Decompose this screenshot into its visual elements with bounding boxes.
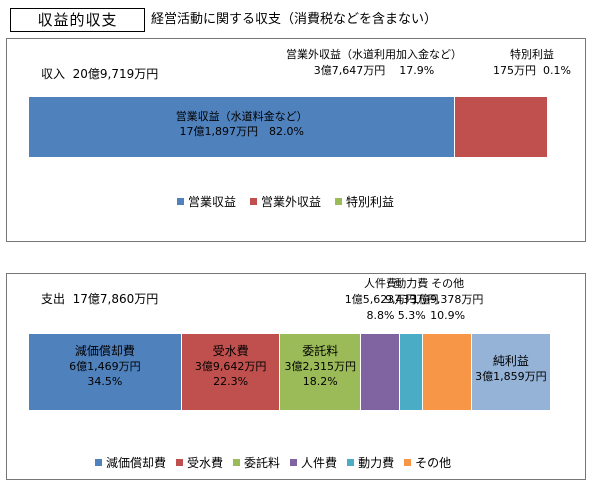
legend-swatch-icon <box>250 198 258 205</box>
expense-legend-item: 受水費 <box>176 454 223 471</box>
income-label-nonoperating-name: 営業外収益（水道利用加入金など） <box>286 48 462 61</box>
income-bar-seg-2 <box>548 97 550 157</box>
income-total-label: 収入 <box>41 67 66 81</box>
income-bar-label: 営業収益（水道料金など） 17億1,897万円 82.0% <box>29 109 454 139</box>
income-legend: 営業収益 営業外収益 特別利益 <box>177 193 408 210</box>
expense-bar-label-pct: 18.2% <box>302 375 338 388</box>
expense-top-label-name: 人件費 <box>364 277 398 290</box>
income-total-value: 20億9,719万円 <box>72 67 159 81</box>
income-legend-item: 営業収益 <box>177 193 236 210</box>
income-bar-label-value: 17億1,897万円 82.0% <box>179 125 304 138</box>
expense-legend-item: その他 <box>404 454 451 471</box>
income-label-special-value: 175万円 0.1% <box>477 63 587 79</box>
expense-bar-label-name: 委託料 <box>302 344 339 358</box>
expense-top-label-pct: 8.8% <box>366 309 395 322</box>
legend-swatch-icon <box>347 459 355 466</box>
expense-bar-label: 減価償却費 6億1,469万円 34.5% <box>29 344 181 389</box>
expense-bar-seg-0: 減価償却費 6億1,469万円 34.5% <box>29 334 182 410</box>
income-label-special-name: 特別利益 <box>510 48 554 61</box>
expense-bar-label: 委託料 3億2,315万円 18.2% <box>280 344 360 389</box>
expense-bar-label-pct: 34.5% <box>87 375 123 388</box>
legend-swatch-icon <box>176 459 184 466</box>
expense-top-label: 動力費 9,433万円 5.3% <box>367 276 457 324</box>
income-bar-seg-0: 営業収益（水道料金など） 17億1,897万円 82.0% <box>29 97 456 157</box>
expense-top-label: 人件費 1億5,623万円 8.8% <box>336 276 426 324</box>
expense-legend-label: その他 <box>415 456 452 470</box>
expense-top-label-amount: 1億9,378万円 <box>411 293 484 306</box>
income-legend-item: 特別利益 <box>335 193 394 210</box>
legend-swatch-icon <box>95 459 102 466</box>
expense-legend-label: 受水費 <box>187 456 224 470</box>
expense-legend-label: 委託料 <box>244 456 281 470</box>
expense-bar-label-name: 純利益 <box>492 354 529 368</box>
expense-total-label: 支出 <box>41 292 66 306</box>
expense-chart-panel: 支出 17億7,860万円 人件費 1億5,623万円 8.8% 動力費 9,433万円… <box>6 273 586 480</box>
expense-legend-label: 人件費 <box>301 456 338 470</box>
legend-swatch-icon <box>177 198 184 205</box>
expense-legend-item: 動力費 <box>347 454 394 471</box>
income-legend-item: 営業外収益 <box>250 193 321 210</box>
expense-legend: 減価償却費 受水費 委託料 人件費 動力費 その他 <box>95 454 461 471</box>
expense-bar-label-name: 減価償却費 <box>74 344 135 358</box>
expense-bar-label: 純利益 3億1,859万円 <box>472 354 550 384</box>
expense-legend-item: 委託料 <box>233 454 280 471</box>
expense-top-label-pct: 5.3% <box>397 309 426 322</box>
expense-top-label-name: その他 <box>431 277 465 290</box>
expense-bar-seg-4 <box>400 334 424 410</box>
income-nonoperating-pct: 17.9% <box>399 64 435 77</box>
expense-bar-label-amount: 6億1,469万円 <box>69 360 141 373</box>
expense-bar-label-amount: 3億2,315万円 <box>284 360 357 373</box>
expense-legend-item: 人件費 <box>290 454 337 471</box>
legend-swatch-icon <box>290 459 298 466</box>
legend-swatch-icon <box>233 459 241 466</box>
expense-bar-seg-1: 受水費 3億9,642万円 22.3% <box>181 334 281 410</box>
expense-total-value: 17億7,860万円 <box>72 292 159 306</box>
income-label-nonoperating-value: 3億7,647万円 17.9% <box>279 63 469 79</box>
expense-legend-label: 減価償却費 <box>106 456 167 470</box>
expense-legend-label: 動力費 <box>358 456 395 470</box>
income-special-amount: 175万円 <box>493 64 537 77</box>
income-label-special: 特別利益 175万円 0.1% <box>477 47 587 79</box>
income-bar-label-name: 営業収益（水道料金など） <box>175 110 308 123</box>
expense-bar-seg-6: 純利益 3億1,859万円 <box>471 334 551 410</box>
income-nonoperating-amount: 3億7,647万円 <box>313 64 386 77</box>
expense-legend-item: 減価償却費 <box>95 454 166 471</box>
legend-swatch-icon <box>404 459 412 466</box>
income-legend-label: 営業外収益 <box>261 195 322 209</box>
income-chart-panel: 収入 20億9,719万円 営業外収益（水道利用加入金など） 3億7,647万円… <box>6 38 586 242</box>
income-label-nonoperating: 営業外収益（水道利用加入金など） 3億7,647万円 17.9% <box>279 47 469 79</box>
expense-top-label-amount: 1億5,623万円 <box>344 293 417 306</box>
income-total: 収入 20億9,719万円 <box>41 65 158 82</box>
legend-swatch-icon <box>335 198 343 205</box>
section-subtitle: 経営活動に関する収支（消費税などを含まない） <box>151 12 438 27</box>
expense-bar-label-pct: 22.3% <box>213 375 249 388</box>
income-legend-label: 営業収益 <box>188 195 237 209</box>
expense-top-label-amount: 9,433万円 <box>385 293 439 306</box>
section-title: 収益的収支 <box>10 8 145 32</box>
expense-total: 支出 17億7,860万円 <box>41 290 158 307</box>
expense-bar-label-amount: 3億1,859万円 <box>475 370 547 383</box>
expense-bar-label: 受水費 3億9,642万円 22.3% <box>182 344 280 389</box>
expense-bar-label-name: 受水費 <box>212 344 249 358</box>
expense-bar-label-amount: 3億9,642万円 <box>194 360 267 373</box>
expense-bar-seg-2: 委託料 3億2,315万円 18.2% <box>280 334 362 410</box>
expense-top-label-pct: 10.9% <box>430 309 466 322</box>
expense-top-label: その他 1億9,378万円 10.9% <box>403 276 493 324</box>
expense-bar-seg-3 <box>361 334 400 410</box>
income-special-pct: 0.1% <box>543 64 571 77</box>
expense-bar-seg-5 <box>423 334 472 410</box>
income-legend-label: 特別利益 <box>346 195 395 209</box>
expense-top-label-name: 動力費 <box>395 277 429 290</box>
income-bar-seg-1 <box>455 97 549 157</box>
